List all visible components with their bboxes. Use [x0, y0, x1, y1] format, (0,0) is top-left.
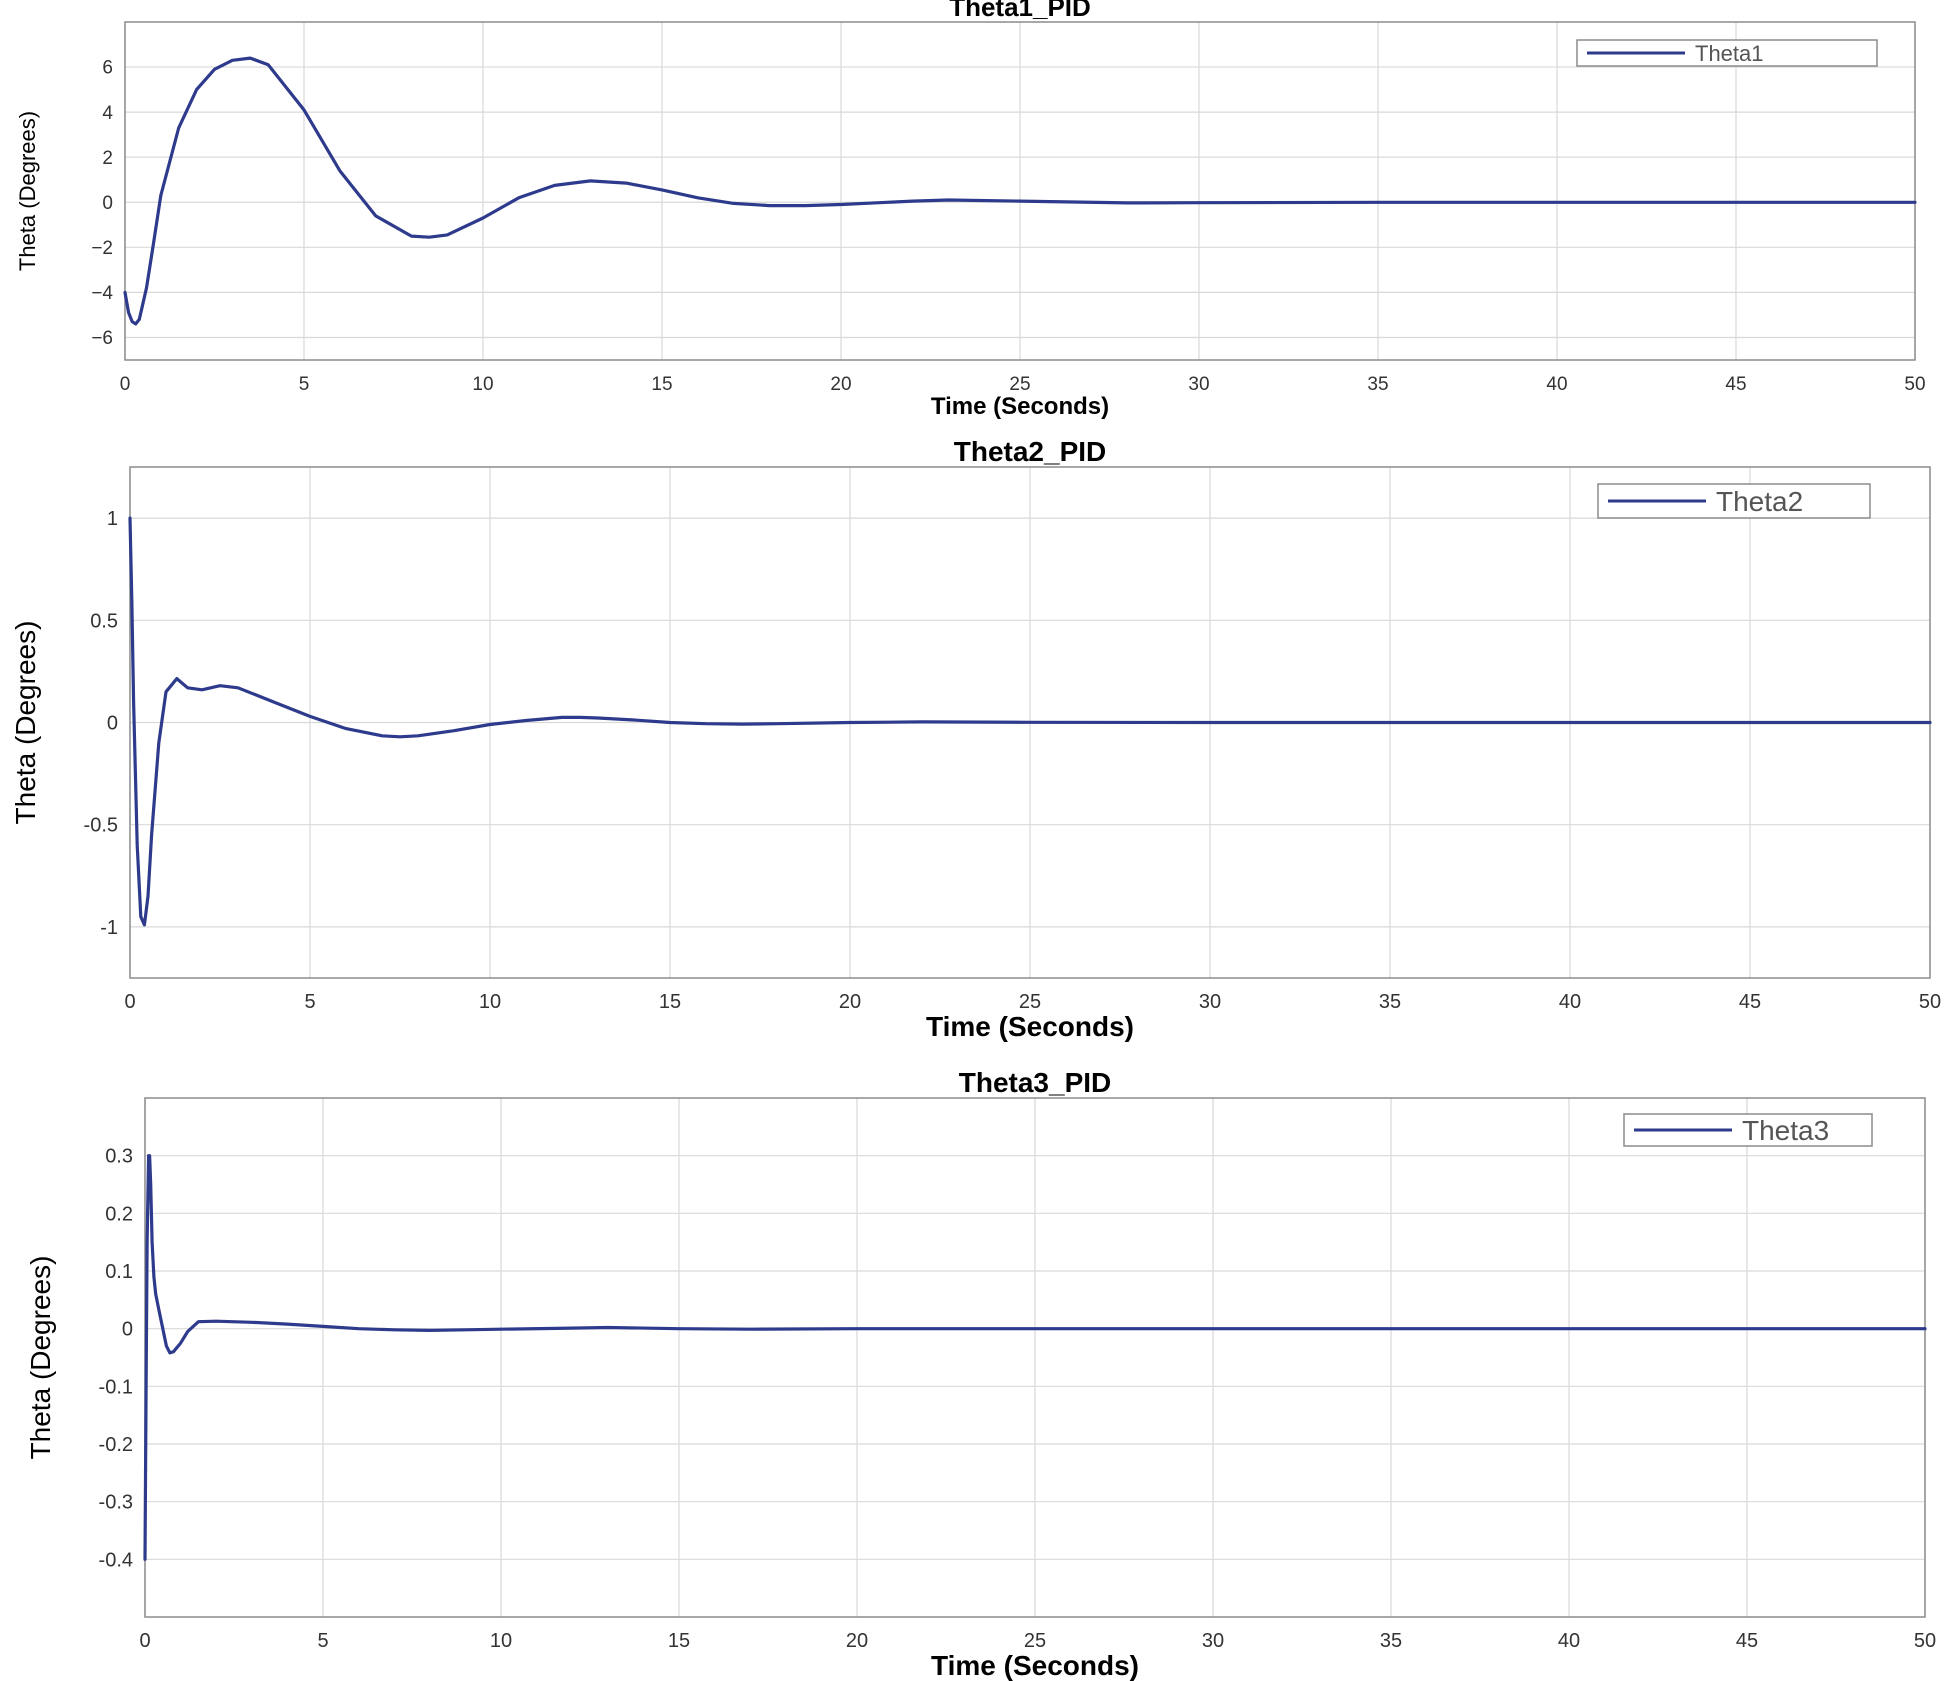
chart-panel-2: 0 5 10 15 20 25 30 35 40 45 50 -1 -0.5 0 0.5 1 Theta2_PI…	[10, 436, 1941, 1042]
y-tick-label: 0.5	[90, 610, 118, 632]
x-tick-label: 10	[479, 991, 501, 1013]
legend: Theta3	[1623, 1113, 1873, 1147]
axes-box	[124, 21, 1916, 361]
legend-box	[1623, 1113, 1873, 1147]
x-axis-label: Time (Seconds)	[926, 1011, 1134, 1042]
x-tick-label: 35	[1367, 374, 1388, 395]
series-line-theta1	[123, 56, 1917, 326]
chart-title: Theta3_PID	[959, 1067, 1112, 1098]
y-axis-label: Theta (Degrees)	[15, 111, 40, 271]
y-tick-label: −6	[91, 328, 113, 349]
chart-title: Theta2_PID	[954, 436, 1107, 467]
x-tick-label: 40	[1546, 374, 1567, 395]
y-tick-label: 0.1	[105, 1261, 133, 1283]
x-tick-label: 25	[1024, 1630, 1046, 1652]
x-tick-label: 35	[1379, 991, 1401, 1013]
x-tick-label: 50	[1904, 374, 1925, 395]
x-axis-label: Time (Seconds)	[931, 1650, 1139, 1681]
legend-label: Theta2	[1716, 486, 1803, 517]
legend-label: Theta1	[1695, 41, 1764, 66]
x-tick-label: 20	[830, 374, 851, 395]
x-tick-label: 15	[668, 1630, 690, 1652]
x-tick-label: 50	[1914, 1630, 1936, 1652]
x-tick-label: 40	[1558, 1630, 1580, 1652]
x-tick-label: 20	[839, 991, 861, 1013]
y-tick-label: −2	[91, 238, 113, 259]
x-tick-label: 45	[1725, 374, 1746, 395]
chart-title: Theta1_PID	[949, 0, 1091, 22]
x-tick-label: 35	[1380, 1630, 1402, 1652]
series-line-theta2	[128, 516, 1932, 927]
x-tick-label: 50	[1919, 991, 1941, 1013]
chart-panel-1: 0 5 10 15 20 25 30 35 40 45 50 −6 −4 −2 0 2 4 6 Theta1_PID…	[15, 0, 1926, 420]
y-tick-label: -1	[100, 917, 118, 939]
series-line-theta3	[143, 1154, 1927, 1561]
x-tick-label: 5	[304, 991, 315, 1013]
x-tick-label: 25	[1009, 374, 1030, 395]
y-tick-label: 0	[102, 193, 113, 214]
y-tick-label: -0.2	[99, 1434, 133, 1456]
x-tick-label: 45	[1736, 1630, 1758, 1652]
x-tick-label: 0	[120, 374, 131, 395]
y-tick-label: −4	[91, 283, 113, 304]
y-axis-label: Theta (Degrees)	[10, 621, 41, 825]
y-tick-label: 4	[102, 103, 113, 124]
x-tick-label: 30	[1202, 1630, 1224, 1652]
chart-panel-3: 0 5 10 15 20 25 30 35 40 45 50 -0.4 -0.3 -0.2 -0.1 0 0.1…	[25, 1067, 1936, 1681]
x-tick-label: 10	[490, 1630, 512, 1652]
y-tick-label: 0.2	[105, 1203, 133, 1225]
x-tick-label: 25	[1019, 991, 1041, 1013]
x-tick-label: 10	[472, 374, 493, 395]
y-tick-label: 6	[102, 58, 113, 79]
x-tick-label: 0	[139, 1630, 150, 1652]
y-tick-label: 0	[107, 713, 118, 735]
y-tick-label: 0	[122, 1319, 133, 1341]
x-tick-label: 15	[651, 374, 672, 395]
x-tick-label: 20	[846, 1630, 868, 1652]
legend: Theta2	[1597, 483, 1871, 519]
y-axis-label: Theta (Degrees)	[25, 1256, 56, 1460]
x-tick-label: 0	[124, 991, 135, 1013]
legend-label: Theta3	[1742, 1115, 1829, 1146]
y-tick-label: -0.4	[99, 1549, 133, 1571]
x-axis-label: Time (Seconds)	[931, 393, 1109, 420]
legend: Theta1	[1576, 39, 1878, 67]
x-tick-label: 5	[317, 1630, 328, 1652]
y-tick-label: -0.1	[99, 1376, 133, 1398]
x-tick-label: 40	[1559, 991, 1581, 1013]
y-tick-label: -0.3	[99, 1492, 133, 1514]
y-tick-label: -0.5	[84, 815, 118, 837]
y-tick-label: 1	[107, 508, 118, 530]
y-tick-label: 0.3	[105, 1146, 133, 1168]
x-tick-label: 5	[299, 374, 310, 395]
x-tick-label: 15	[659, 991, 681, 1013]
y-tick-label: 2	[102, 148, 113, 169]
x-tick-label: 45	[1739, 991, 1761, 1013]
x-tick-label: 30	[1188, 374, 1209, 395]
x-tick-label: 30	[1199, 991, 1221, 1013]
